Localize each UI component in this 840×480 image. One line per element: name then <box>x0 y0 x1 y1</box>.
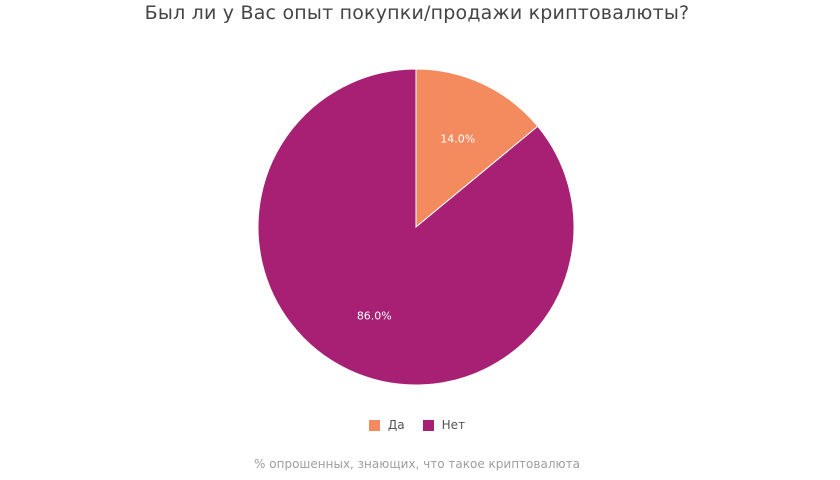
slice-label-yes: 14.0% <box>440 132 475 145</box>
legend-swatch-no <box>422 419 434 431</box>
legend-label-no: Нет <box>441 418 466 432</box>
legend-item-no[interactable]: Нет <box>422 418 466 432</box>
pie-slice-yes[interactable] <box>415 68 539 229</box>
legend-item-yes[interactable]: Да <box>368 418 405 432</box>
legend: Да Нет <box>0 418 834 432</box>
pie-slice-no[interactable] <box>257 68 575 386</box>
chart-title: Был ли у Вас опыт покупки/продажи крипто… <box>144 2 690 24</box>
legend-label-yes: Да <box>387 418 405 432</box>
slice-label-no: 86.0% <box>357 310 392 323</box>
legend-swatch-yes <box>368 419 380 431</box>
chart-caption: % опрошенных, знающих, что такое криптов… <box>254 457 580 471</box>
